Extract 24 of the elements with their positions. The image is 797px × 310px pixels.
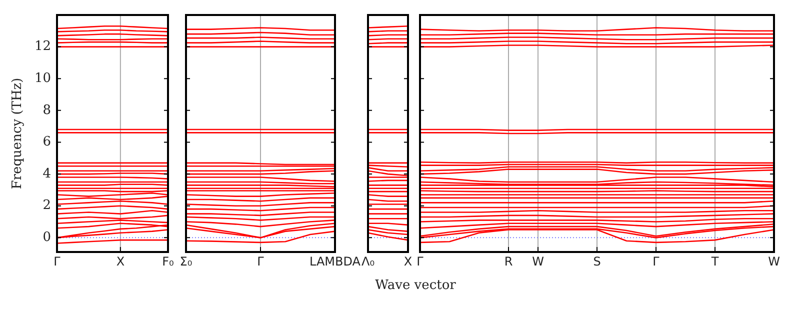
x-tick-label: S — [593, 254, 601, 268]
x-axis-title: Wave vector — [374, 278, 457, 293]
x-tick-label: Γ — [54, 254, 61, 268]
y-tick-label: 0 — [42, 230, 51, 246]
x-tick-label: R — [504, 254, 513, 268]
x-tick-label: Γ — [416, 254, 424, 268]
x-tick-label: LAMBDA — [310, 254, 362, 268]
x-tick-label: F₀ — [162, 254, 174, 268]
x-tick-label: X — [404, 254, 412, 268]
x-tick-label: T — [710, 254, 720, 268]
y-axis-title: Frequency (THz) — [10, 78, 26, 190]
y-tick-label: 4 — [42, 166, 51, 182]
x-tick-label: X — [116, 254, 125, 268]
y-tick-label: 12 — [34, 39, 51, 54]
x-tick-label: W — [768, 254, 780, 268]
y-tick-label: 2 — [42, 198, 51, 214]
y-tick-label: 6 — [42, 134, 51, 150]
y-tick-label: 8 — [42, 102, 51, 118]
y-tick-label: 10 — [34, 71, 51, 86]
x-tick-label: Σ₀ — [180, 254, 192, 268]
x-tick-label: Λ₀ — [361, 254, 375, 268]
x-tick-label: Γ — [257, 254, 264, 268]
x-tick-label: Γ — [652, 254, 660, 268]
x-tick-label: W — [532, 254, 544, 268]
